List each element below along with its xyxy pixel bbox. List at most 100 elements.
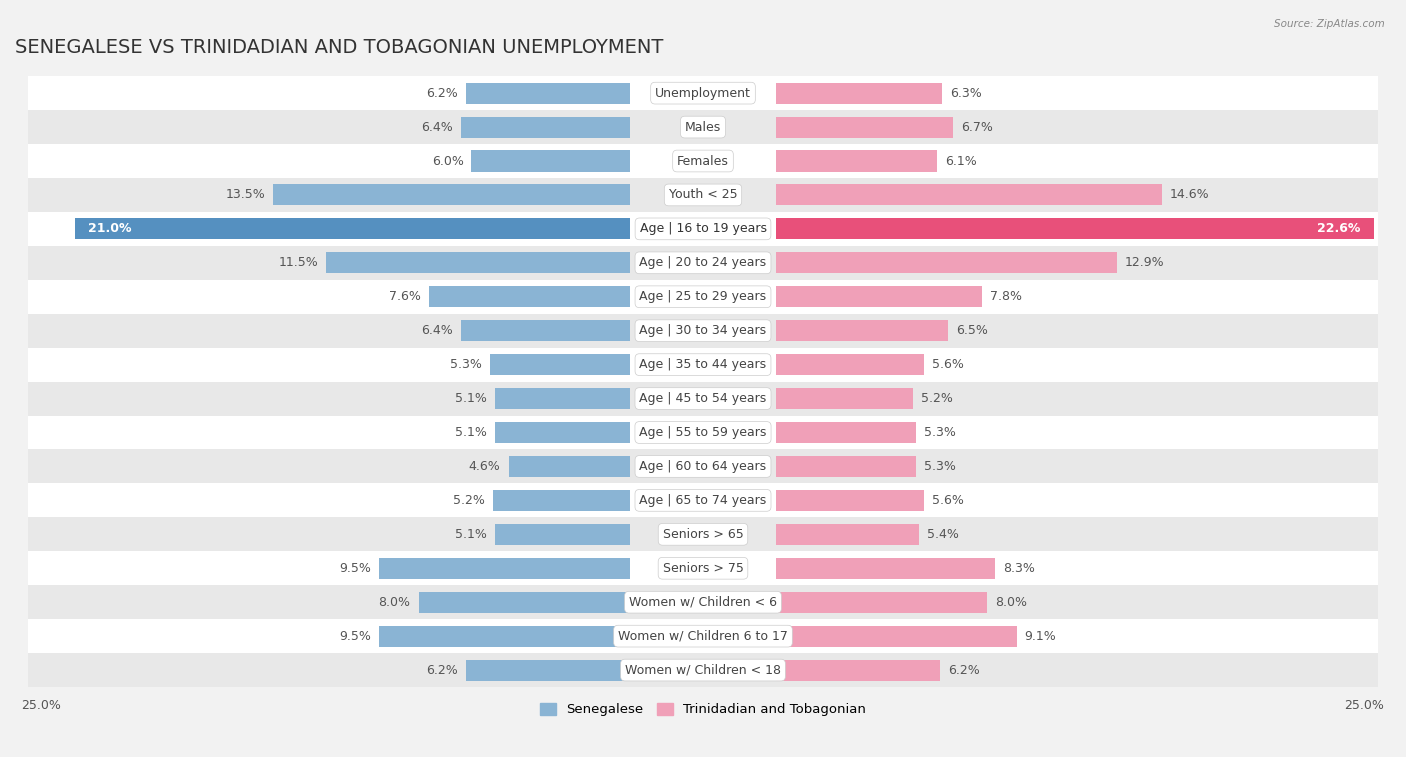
- Text: 6.1%: 6.1%: [945, 154, 977, 167]
- Text: 6.5%: 6.5%: [956, 324, 987, 337]
- Text: Age | 30 to 34 years: Age | 30 to 34 years: [640, 324, 766, 337]
- Text: Age | 20 to 24 years: Age | 20 to 24 years: [640, 257, 766, 269]
- Legend: Senegalese, Trinidadian and Tobagonian: Senegalese, Trinidadian and Tobagonian: [534, 698, 872, 721]
- Text: Unemployment: Unemployment: [655, 86, 751, 100]
- Text: 5.3%: 5.3%: [924, 426, 956, 439]
- Text: 5.1%: 5.1%: [456, 426, 488, 439]
- Bar: [28, 382, 1378, 416]
- Text: 5.2%: 5.2%: [921, 392, 953, 405]
- Bar: [28, 619, 1378, 653]
- Text: 5.6%: 5.6%: [932, 494, 963, 507]
- Text: 6.7%: 6.7%: [960, 120, 993, 133]
- Text: Age | 25 to 29 years: Age | 25 to 29 years: [640, 290, 766, 304]
- Text: 6.2%: 6.2%: [948, 664, 980, 677]
- Text: SENEGALESE VS TRINIDADIAN AND TOBAGONIAN UNEMPLOYMENT: SENEGALESE VS TRINIDADIAN AND TOBAGONIAN…: [15, 38, 664, 57]
- Text: 6.0%: 6.0%: [432, 154, 464, 167]
- Bar: [776, 422, 917, 443]
- Text: 7.8%: 7.8%: [990, 290, 1022, 304]
- Text: 5.1%: 5.1%: [456, 392, 488, 405]
- Bar: [776, 83, 942, 104]
- Text: 6.4%: 6.4%: [422, 120, 453, 133]
- Text: 4.6%: 4.6%: [468, 460, 501, 473]
- Bar: [776, 354, 924, 375]
- Text: 5.3%: 5.3%: [924, 460, 956, 473]
- Bar: [28, 144, 1378, 178]
- Bar: [28, 517, 1378, 551]
- Bar: [28, 585, 1378, 619]
- Text: 8.0%: 8.0%: [378, 596, 411, 609]
- Bar: [776, 320, 948, 341]
- Text: 5.3%: 5.3%: [450, 358, 482, 371]
- Bar: [28, 212, 1378, 246]
- Bar: [471, 151, 630, 172]
- Bar: [28, 246, 1378, 280]
- Bar: [326, 252, 630, 273]
- Text: 9.5%: 9.5%: [339, 630, 371, 643]
- Bar: [489, 354, 630, 375]
- Text: 6.2%: 6.2%: [426, 86, 458, 100]
- Text: Seniors > 75: Seniors > 75: [662, 562, 744, 575]
- Text: 9.5%: 9.5%: [339, 562, 371, 575]
- Bar: [28, 280, 1378, 313]
- Text: Women w/ Children 6 to 17: Women w/ Children 6 to 17: [619, 630, 787, 643]
- Text: Age | 60 to 64 years: Age | 60 to 64 years: [640, 460, 766, 473]
- Bar: [776, 524, 918, 545]
- Text: 8.3%: 8.3%: [1004, 562, 1035, 575]
- Bar: [461, 320, 630, 341]
- Bar: [75, 218, 630, 239]
- Text: 22.6%: 22.6%: [1317, 223, 1361, 235]
- Text: 9.1%: 9.1%: [1025, 630, 1056, 643]
- Text: 8.0%: 8.0%: [995, 596, 1028, 609]
- Bar: [28, 416, 1378, 450]
- Text: 12.9%: 12.9%: [1125, 257, 1164, 269]
- Text: 6.4%: 6.4%: [422, 324, 453, 337]
- Bar: [28, 313, 1378, 347]
- Bar: [429, 286, 630, 307]
- Bar: [378, 558, 630, 579]
- Text: 6.2%: 6.2%: [426, 664, 458, 677]
- Text: Females: Females: [678, 154, 728, 167]
- Bar: [28, 551, 1378, 585]
- Bar: [776, 117, 953, 138]
- Bar: [492, 490, 630, 511]
- Bar: [495, 388, 630, 409]
- Text: Youth < 25: Youth < 25: [669, 188, 737, 201]
- Bar: [776, 659, 939, 681]
- Text: Age | 16 to 19 years: Age | 16 to 19 years: [640, 223, 766, 235]
- Bar: [273, 185, 630, 205]
- Bar: [495, 422, 630, 443]
- Bar: [776, 252, 1118, 273]
- Text: Age | 35 to 44 years: Age | 35 to 44 years: [640, 358, 766, 371]
- Bar: [776, 218, 1374, 239]
- Text: Women w/ Children < 6: Women w/ Children < 6: [628, 596, 778, 609]
- Text: Males: Males: [685, 120, 721, 133]
- Bar: [28, 347, 1378, 382]
- Bar: [776, 490, 924, 511]
- Bar: [461, 117, 630, 138]
- Text: 5.4%: 5.4%: [927, 528, 959, 540]
- Text: Age | 65 to 74 years: Age | 65 to 74 years: [640, 494, 766, 507]
- Bar: [28, 484, 1378, 517]
- Text: Source: ZipAtlas.com: Source: ZipAtlas.com: [1274, 19, 1385, 29]
- Bar: [776, 625, 1017, 646]
- Text: 21.0%: 21.0%: [87, 223, 131, 235]
- Text: 11.5%: 11.5%: [278, 257, 318, 269]
- Text: 6.3%: 6.3%: [950, 86, 983, 100]
- Bar: [419, 592, 630, 612]
- Bar: [776, 592, 987, 612]
- Bar: [467, 83, 630, 104]
- Bar: [776, 388, 914, 409]
- Bar: [776, 558, 995, 579]
- Bar: [28, 450, 1378, 484]
- Bar: [467, 659, 630, 681]
- Bar: [776, 185, 1163, 205]
- Text: 14.6%: 14.6%: [1170, 188, 1209, 201]
- Bar: [776, 456, 917, 477]
- Text: Seniors > 65: Seniors > 65: [662, 528, 744, 540]
- Text: 5.2%: 5.2%: [453, 494, 485, 507]
- Bar: [378, 625, 630, 646]
- Text: 7.6%: 7.6%: [389, 290, 422, 304]
- Bar: [776, 286, 983, 307]
- Bar: [495, 524, 630, 545]
- Bar: [28, 76, 1378, 110]
